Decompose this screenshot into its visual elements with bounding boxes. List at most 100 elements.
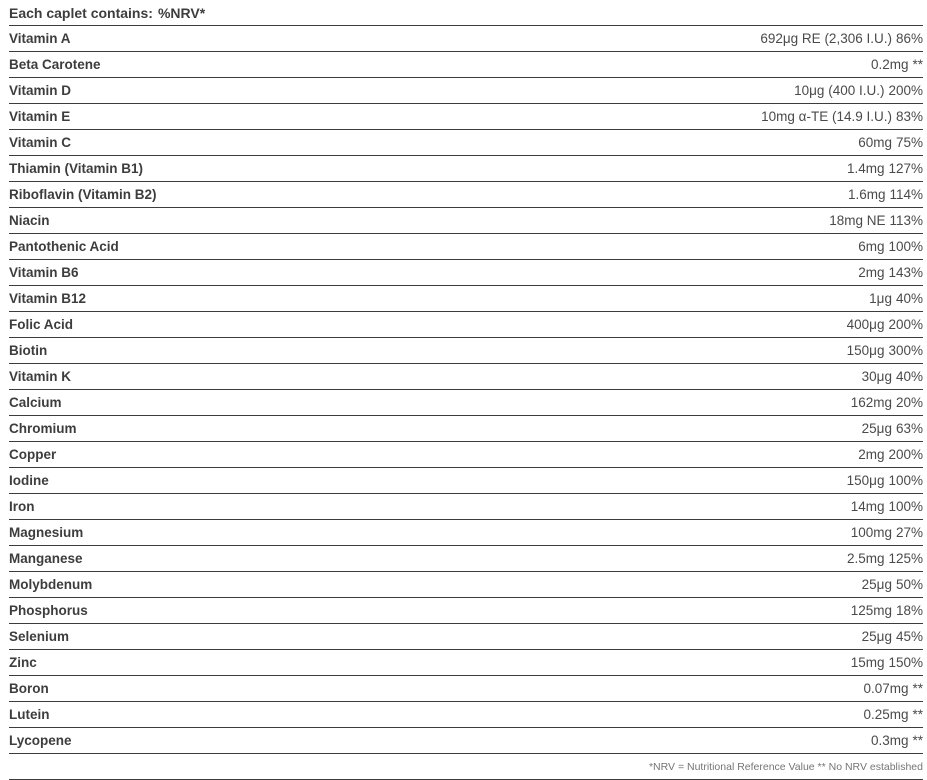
nutrient-name: Magnesium <box>9 525 84 540</box>
nutrient-name: Lutein <box>9 707 50 722</box>
nutrient-value: 15mg 150% <box>851 655 923 670</box>
nutrient-value: 6mg 100% <box>858 239 923 254</box>
nutrient-name: Pantothenic Acid <box>9 239 119 254</box>
nutrient-amount: 60mg <box>858 135 892 150</box>
nutrient-value: 2mg 143% <box>858 265 923 280</box>
nutrient-row: Calcium 162mg 20% <box>9 390 923 416</box>
nutrient-row: Beta Carotene 0.2mg ** <box>9 52 923 78</box>
nutrient-name: Vitamin D <box>9 83 72 98</box>
nutrient-value: 400μg 200% <box>847 317 923 332</box>
nutrient-value: 0.2mg ** <box>871 57 923 72</box>
nutrient-amount: 25μg <box>861 421 892 436</box>
nutrient-row: Lutein 0.25mg ** <box>9 702 923 728</box>
nutrient-nrv-percent: 20% <box>895 395 923 410</box>
nutrient-amount: 18mg NE <box>829 213 886 228</box>
nutrient-amount: 14mg <box>850 499 885 514</box>
nutrient-name: Copper <box>9 447 57 462</box>
nutrient-name: Boron <box>9 681 49 696</box>
nutrient-row: Vitamin K 30μg 40% <box>9 364 923 390</box>
nutrient-nrv-percent: 113% <box>889 213 923 228</box>
nutrient-row: Vitamin B6 2mg 143% <box>9 260 923 286</box>
nutrient-nrv-percent: 200% <box>888 447 923 462</box>
nutrient-name: Biotin <box>9 343 48 358</box>
nutrient-amount: 2mg <box>858 265 885 280</box>
nutrient-amount: 10mg α-TE (14.9 I.U.) <box>761 109 892 124</box>
nutrient-value: 0.3mg ** <box>871 733 923 748</box>
nutrient-row: Thiamin (Vitamin B1) 1.4mg 127% <box>9 156 923 182</box>
nutrient-nrv-percent: 150% <box>888 655 923 670</box>
nutrient-value: 25μg 63% <box>862 421 923 436</box>
nutrient-row: Vitamin E 10mg α-TE (14.9 I.U.) 83% <box>9 104 923 130</box>
nutrient-nrv-percent: 200% <box>888 317 923 332</box>
nutrient-name: Zinc <box>9 655 37 670</box>
nutrient-row: Vitamin A 692μg RE (2,306 I.U.) 86% <box>9 26 923 52</box>
nutrient-amount: 150μg <box>846 343 885 358</box>
header-contains-label: Each caplet contains: <box>9 4 153 21</box>
nutrient-nrv-percent: 100% <box>888 239 923 254</box>
nutrient-name: Molybdenum <box>9 577 93 592</box>
nutrient-value: 0.07mg ** <box>863 681 923 696</box>
nutrient-row: Niacin 18mg NE 113% <box>9 208 923 234</box>
nutrient-row: Zinc 15mg 150% <box>9 650 923 676</box>
footnote: *NRV = Nutritional Reference Value ** No… <box>9 754 923 780</box>
nutrient-value: 10μg (400 I.U.) 200% <box>794 83 923 98</box>
nutrient-name: Iodine <box>9 473 49 488</box>
nutrient-amount: 162mg <box>850 395 892 410</box>
nutrient-amount: 0.07mg <box>863 681 909 696</box>
nutrient-row: Copper 2mg 200% <box>9 442 923 468</box>
nutrient-nrv-percent: 127% <box>888 161 923 176</box>
nutrient-amount: 15mg <box>850 655 885 670</box>
nutrient-value: 162mg 20% <box>851 395 923 410</box>
nutrient-amount: 0.2mg <box>870 57 909 72</box>
nutrient-nrv-percent: 100% <box>888 473 923 488</box>
nutrient-row: Phosphorus 125mg 18% <box>9 598 923 624</box>
nutrient-name: Thiamin (Vitamin B1) <box>9 161 144 176</box>
nutrient-nrv-percent: 114% <box>889 187 923 202</box>
nutrient-row: Biotin 150μg 300% <box>9 338 923 364</box>
nutrient-nrv-percent: ** <box>912 733 923 748</box>
nutrient-row: Chromium 25μg 63% <box>9 416 923 442</box>
nutrient-name: Vitamin A <box>9 31 71 46</box>
nutrient-name: Beta Carotene <box>9 57 101 72</box>
nutrient-amount: 1μg <box>869 291 892 306</box>
nutrient-name: Chromium <box>9 421 77 436</box>
nutrient-row: Boron 0.07mg ** <box>9 676 923 702</box>
nutrient-row: Iodine 150μg 100% <box>9 468 923 494</box>
nutrient-amount: 2mg <box>858 447 885 462</box>
nutrient-nrv-percent: 200% <box>888 83 923 98</box>
nutrient-nrv-percent: 86% <box>895 31 923 46</box>
nutrient-row: Magnesium 100mg 27% <box>9 520 923 546</box>
nutrient-nrv-percent: 50% <box>895 577 923 592</box>
nutrient-amount: 400μg <box>846 317 885 332</box>
nutrient-nrv-percent: 300% <box>888 343 923 358</box>
nutrient-nrv-percent: 75% <box>895 135 923 150</box>
nutrient-name: Folic Acid <box>9 317 74 332</box>
nutrient-name: Vitamin C <box>9 135 72 150</box>
nutrient-nrv-percent: 63% <box>895 421 923 436</box>
nutrient-value: 30μg 40% <box>862 369 923 384</box>
nutrient-nrv-percent: 100% <box>888 499 923 514</box>
nutrient-value: 18mg NE 113% <box>829 213 923 228</box>
nutrient-row: Pantothenic Acid 6mg 100% <box>9 234 923 260</box>
nutrient-value: 25μg 50% <box>862 577 923 592</box>
table-body: Vitamin A 692μg RE (2,306 I.U.) 86% Beta… <box>9 26 923 754</box>
nutrient-amount: 692μg RE (2,306 I.U.) <box>760 31 892 46</box>
table-header: Each caplet contains: %NRV* <box>9 0 923 26</box>
nutrient-value: 0.25mg ** <box>863 707 923 722</box>
nutrient-row: Lycopene 0.3mg ** <box>9 728 923 754</box>
nutrient-value: 150μg 300% <box>847 343 923 358</box>
nutrient-nrv-percent: 27% <box>895 525 923 540</box>
nutrient-value: 60mg 75% <box>858 135 923 150</box>
nutrient-row: Riboflavin (Vitamin B2) 1.6mg 114% <box>9 182 923 208</box>
nutrient-amount: 0.25mg <box>863 707 909 722</box>
nutrient-name: Vitamin K <box>9 369 72 384</box>
nutrient-amount: 25μg <box>861 577 892 592</box>
footnote-text: *NRV = Nutritional Reference Value ** No… <box>648 760 923 773</box>
nutrient-row: Molybdenum 25μg 50% <box>9 572 923 598</box>
nutrient-name: Selenium <box>9 629 70 644</box>
nutrient-value: 692μg RE (2,306 I.U.) 86% <box>760 31 923 46</box>
nutrient-nrv-percent: ** <box>912 707 923 722</box>
nutrient-value: 14mg 100% <box>851 499 923 514</box>
nutrient-name: Niacin <box>9 213 50 228</box>
